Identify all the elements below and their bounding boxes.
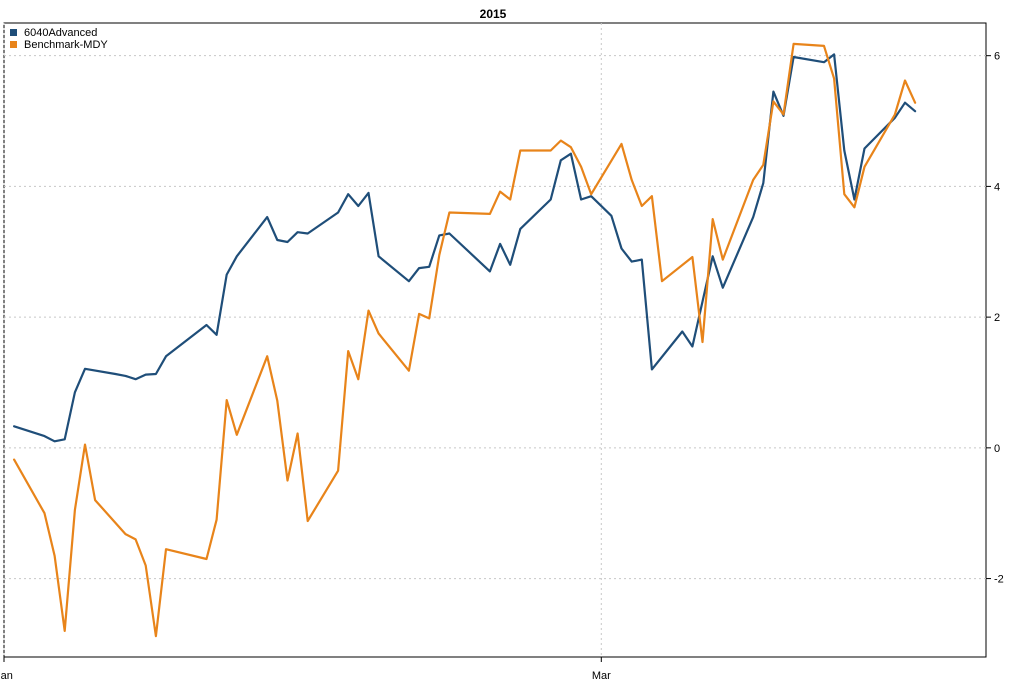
y-tick-label: -2 (994, 574, 1004, 586)
legend-label: Benchmark-MDY (24, 39, 108, 51)
plot-frame (3, 22, 987, 658)
x-tick-label: Jan (0, 670, 13, 682)
series-line-2 (13, 42, 917, 638)
y-tick-label: 4 (994, 181, 1000, 193)
chart-title: 2015 (480, 7, 507, 21)
legend-label: 6040Advanced (24, 27, 97, 39)
legend-swatch (10, 41, 17, 48)
legend-swatch (10, 29, 17, 36)
axes: -2 0 2 4 6 Jan Mar (0, 51, 1004, 682)
series-lines (13, 42, 917, 638)
grid-lines (3, 23, 986, 657)
y-tick-label: 0 (994, 443, 1000, 455)
series-line-1 (13, 53, 917, 443)
y-tick-label: 2 (994, 312, 1000, 324)
x-tick-label: Mar (592, 670, 611, 682)
y-tick-label: 6 (994, 51, 1000, 63)
